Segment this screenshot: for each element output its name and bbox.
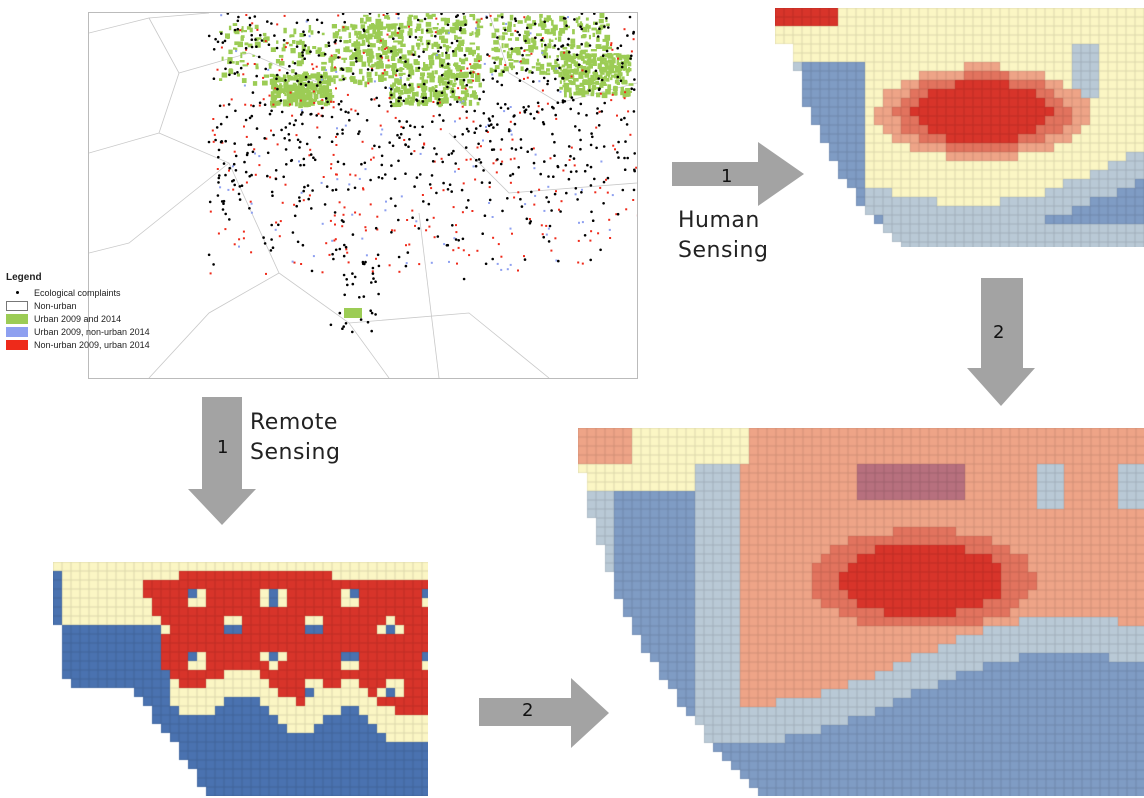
- legend-item-complaints: Ecological complaints: [6, 286, 206, 299]
- caption-line: Sensing: [250, 440, 341, 465]
- legend-item-non-urban: Non-urban: [6, 299, 206, 312]
- legend-item-urban-both: Urban 2009 and 2014: [6, 312, 206, 325]
- arrow-down-icon: [967, 278, 1035, 406]
- legend-label: Ecological complaints: [34, 287, 121, 298]
- non-urban-swatch: [6, 300, 28, 311]
- legend-label: Urban 2009, non-urban 2014: [34, 326, 150, 337]
- caption-line: Human: [678, 208, 760, 233]
- arrow-right-icon: [672, 142, 804, 206]
- urban-lost-swatch: [6, 326, 28, 337]
- legend-label: Non-urban 2009, urban 2014: [34, 339, 150, 350]
- legend-label: Non-urban: [34, 300, 77, 311]
- map-legend: Legend Ecological complaints Non-urban U…: [6, 272, 206, 351]
- caption-human: Human Sensing: [678, 206, 768, 266]
- legend-title: Legend: [6, 272, 42, 283]
- step-label: 1: [217, 437, 229, 458]
- legend-item-urban-lost: Urban 2009, non-urban 2014: [6, 325, 206, 338]
- human-sensing-grid: [775, 8, 1144, 247]
- fused-grid: [578, 428, 1144, 796]
- urban-both-swatch: [6, 313, 28, 324]
- source-map: [88, 12, 638, 379]
- arrow-down-icon: [188, 397, 256, 525]
- step-label: 2: [993, 322, 1005, 343]
- urban-new-swatch: [6, 339, 28, 350]
- caption-line: Sensing: [678, 238, 769, 263]
- remote-sensing-grid: [53, 562, 428, 796]
- step-label: 1: [721, 166, 733, 187]
- step-label: 2: [522, 700, 534, 721]
- arrow-right-icon: [479, 678, 609, 748]
- caption-remote: Remote Sensing: [250, 408, 340, 468]
- legend-label: Urban 2009 and 2014: [34, 313, 122, 324]
- legend-item-urban-new: Non-urban 2009, urban 2014: [6, 338, 206, 351]
- urban-change-map: [89, 13, 637, 378]
- complaint-dot-icon: [6, 288, 28, 298]
- caption-line: Remote: [250, 410, 338, 435]
